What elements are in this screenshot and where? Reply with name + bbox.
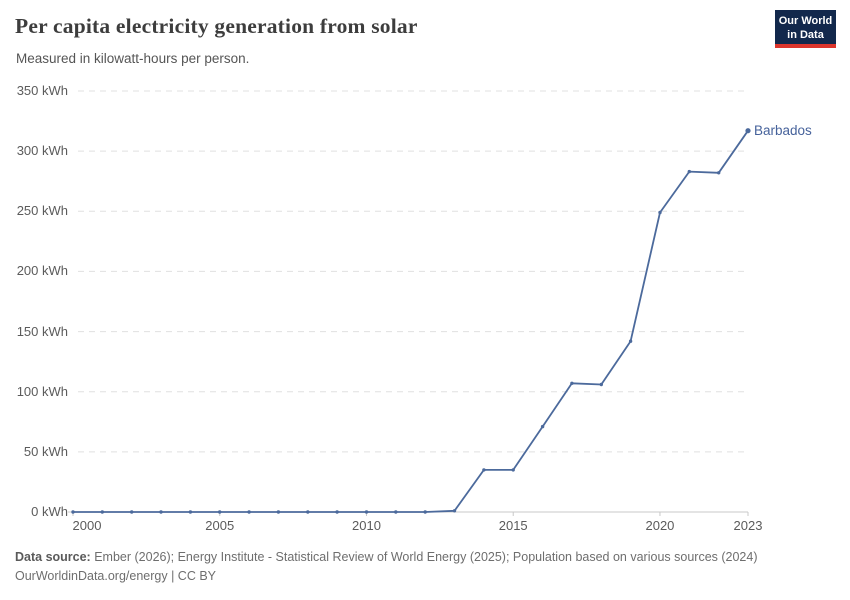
owid-logo-line1: Our World [778, 15, 833, 27]
data-point [188, 510, 193, 514]
y-axis-tick-label: 100 kWh [16, 383, 68, 399]
data-point [452, 509, 457, 513]
y-axis-tick-label: 300 kWh [16, 143, 68, 159]
data-point [130, 510, 134, 514]
data-point [335, 510, 339, 514]
chart-footer: Data source: Ember (2026); Energy Instit… [15, 548, 758, 586]
chart-subtitle: Measured in kilowatt-hours per person. [16, 51, 250, 66]
x-axis-tick-label: 2020 [645, 518, 675, 533]
data-point [570, 381, 574, 385]
chart-title: Per capita electricity generation from s… [15, 14, 418, 38]
owid-logo[interactable]: Our World in Data [775, 10, 836, 48]
y-axis-tick-label: 0 kWh [31, 504, 68, 519]
data-point [687, 169, 691, 174]
datasource-text: Ember (2026); Energy Institute - Statist… [90, 550, 758, 564]
y-axis-tick-label: 350 kWh [16, 83, 68, 98]
data-point [100, 510, 105, 514]
data-point [247, 510, 251, 514]
data-line-barbados [72, 129, 749, 513]
data-point [423, 510, 427, 514]
x-axis-tick-label: 2023 [733, 518, 763, 533]
data-point [628, 339, 633, 343]
data-point [482, 468, 486, 472]
data-point [717, 171, 721, 175]
data-point [599, 382, 603, 387]
owid-logo-line2: in Data [787, 29, 824, 42]
data-point [364, 510, 369, 514]
y-axis-tick-label: 50 kWh [23, 443, 68, 459]
footer-datasource-line: Data source: Ember (2026); Energy Instit… [15, 548, 758, 567]
data-point-end [745, 128, 751, 134]
y-axis-tick-label: 200 kWh [16, 263, 68, 279]
x-axis-tick-label: 2000 [72, 518, 102, 533]
data-point [71, 510, 75, 514]
datasource-label: Data source: [15, 550, 91, 564]
data-point [159, 510, 163, 514]
y-axis-tick-label: 150 kWh [16, 323, 68, 339]
data-point [540, 424, 545, 429]
data-point [218, 510, 222, 514]
data-point [511, 468, 515, 472]
data-point [306, 510, 310, 514]
x-axis-tick-label: 2005 [205, 518, 235, 533]
x-axis-tick-label: 2015 [498, 518, 528, 533]
footer-license-line: OurWorldinData.org/energy | CC BY [15, 569, 217, 583]
x-axis-tick-label: 2010 [352, 518, 381, 533]
y-axis-tick-label: 250 kWh [16, 203, 68, 219]
series-label-barbados: Barbados [754, 122, 812, 138]
data-point [276, 510, 281, 514]
data-point [658, 210, 662, 215]
data-point [394, 510, 398, 514]
